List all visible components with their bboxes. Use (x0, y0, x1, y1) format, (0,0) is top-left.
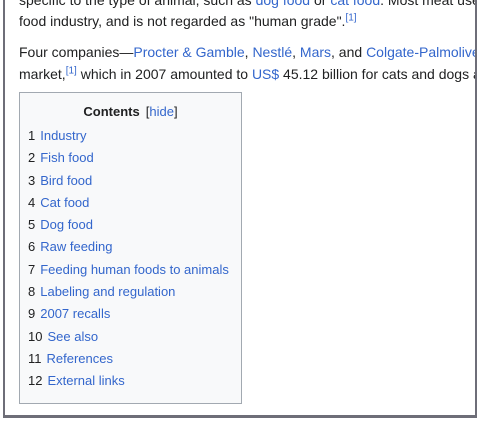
body-text: 45.12 billion for cats and dogs a (279, 66, 477, 82)
toc-item[interactable]: 1 Industry (28, 126, 229, 148)
table-of-contents: Contents [hide] 1 Industry 2 Fish food 3 Bird … (19, 92, 242, 404)
toc-item-label[interactable]: Cat food (40, 194, 90, 210)
toc-item-label[interactable]: External links (47, 373, 125, 389)
body-text: , (244, 44, 253, 60)
toc-item-number: 9 (28, 306, 36, 322)
toc-item[interactable]: 7 Feeding human foods to animals (28, 260, 229, 282)
body-text: or (310, 0, 331, 8)
toc-item[interactable]: 5 Dog food (28, 215, 229, 237)
toc-item[interactable]: 3 Bird food (28, 171, 229, 193)
toc-item-number: 10 (28, 328, 43, 344)
toc-item-label[interactable]: Industry (40, 128, 87, 143)
toc-item-label[interactable]: Bird food (40, 172, 93, 188)
toc-item[interactable]: 10 See also (28, 327, 229, 349)
toc-hide-link[interactable]: hide (149, 104, 174, 119)
toc-item[interactable]: 11 References (28, 349, 229, 371)
toc-item-number: 1 (28, 128, 36, 143)
toc-item[interactable]: 8 Labeling and regulation (28, 282, 229, 304)
reference-link[interactable]: [1] (65, 65, 77, 77)
body-text: . Most meat used (380, 0, 477, 8)
body-text: market, (19, 66, 66, 82)
body-text: , (292, 44, 300, 60)
usd-link[interactable]: US$ (251, 66, 280, 82)
body-text: , and (331, 44, 367, 60)
nestle-link[interactable]: Nestlé (252, 44, 293, 60)
toc-item-label[interactable]: Raw feeding (40, 239, 113, 255)
toc-item-label[interactable]: 2007 recalls (40, 306, 111, 322)
toc-item[interactable]: 12 External links (28, 371, 229, 393)
browser-viewport: specific to the type of animal, such as … (3, 0, 477, 418)
toc-item-label[interactable]: Feeding human foods to animals (40, 261, 229, 277)
article-text-line: market,[1] which in 2007 amounted to US$… (19, 64, 477, 84)
dog-food-link[interactable]: dog food (255, 0, 311, 8)
cat-food-link[interactable]: cat food (330, 0, 381, 8)
toc-toggle: [hide] (145, 104, 178, 119)
toc-item-number: 6 (28, 239, 36, 255)
toc-item-number: 7 (28, 261, 36, 277)
procter-gamble-link[interactable]: Procter & Gamble (133, 44, 245, 60)
toc-list: 1 Industry 2 Fish food 3 Bird food 4 Cat food 5 D… (28, 126, 229, 394)
toc-item[interactable]: 4 Cat food (28, 193, 229, 215)
toc-item-number: 5 (28, 217, 36, 233)
article-text-line: food industry, and is not regarded as "h… (19, 11, 357, 31)
toc-item[interactable]: 6 Raw feeding (28, 237, 229, 259)
toc-item[interactable]: 2 Fish food (28, 148, 229, 170)
toc-item-label[interactable]: Dog food (40, 217, 93, 233)
toc-item-number: 12 (28, 373, 43, 389)
toc-item[interactable]: 9 2007 recalls (28, 304, 229, 326)
body-text: food industry, and is not regarded as "h… (19, 13, 346, 29)
toc-item-number: 4 (28, 194, 36, 210)
toc-item-number: 8 (28, 284, 36, 300)
toc-header: Contents [hide] (20, 103, 241, 121)
reference-link[interactable]: [1] (345, 12, 357, 24)
body-text: which in 2007 amounted to (76, 66, 252, 82)
toc-item-label[interactable]: See also (47, 328, 99, 344)
colgate-palmolive-link[interactable]: Colgate-Palmolive (366, 44, 477, 60)
toc-item-label[interactable]: Fish food (40, 150, 94, 166)
toc-item-number: 3 (28, 172, 36, 188)
body-text: specific to the type of animal, such as (19, 0, 256, 8)
toc-item-label[interactable]: References (46, 350, 113, 366)
article-text-line: Four companies—Procter & Gamble, Nestlé,… (19, 42, 477, 62)
body-text: Four companies— (19, 44, 134, 60)
toc-title: Contents (83, 104, 140, 119)
toc-item-label[interactable]: Labeling and regulation (40, 284, 176, 300)
toc-item-number: 2 (28, 150, 36, 166)
toc-item-number: 11 (28, 350, 42, 366)
mars-link[interactable]: Mars (299, 44, 332, 60)
article-text-line: specific to the type of animal, such as … (19, 0, 477, 10)
